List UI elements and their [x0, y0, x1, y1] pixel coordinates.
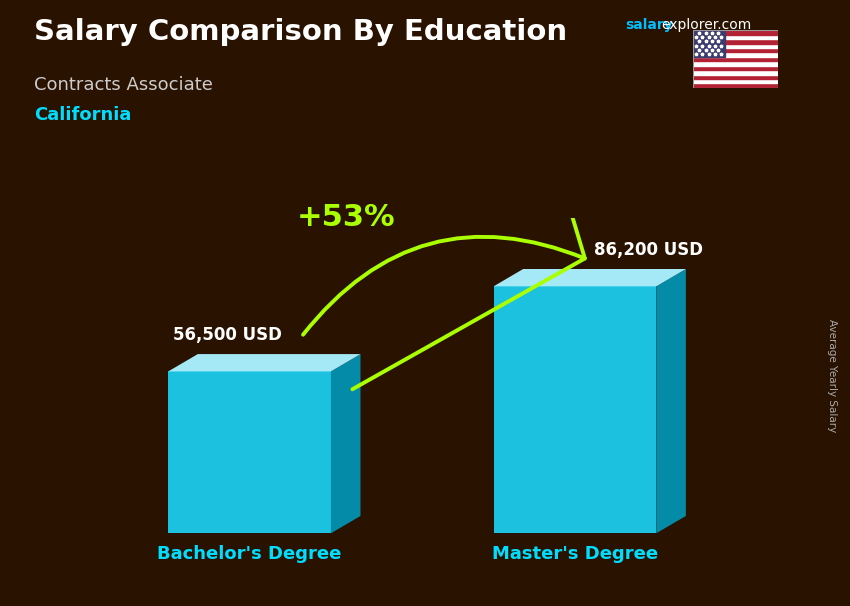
Bar	[693, 70, 778, 75]
Bar	[693, 57, 778, 61]
Text: Contracts Associate: Contracts Associate	[34, 76, 212, 94]
Bar	[693, 30, 778, 35]
Bar	[693, 44, 778, 48]
Bar	[693, 84, 778, 88]
Polygon shape	[331, 354, 360, 533]
Polygon shape	[168, 371, 331, 533]
Polygon shape	[494, 287, 656, 533]
Bar	[693, 48, 778, 53]
Text: 86,200 USD: 86,200 USD	[594, 241, 704, 259]
Bar	[693, 53, 778, 57]
Bar	[693, 65, 778, 70]
Text: explorer.com: explorer.com	[661, 18, 751, 32]
FancyArrowPatch shape	[303, 3, 585, 389]
Bar	[693, 79, 778, 84]
Text: Salary Comparison By Education: Salary Comparison By Education	[34, 18, 567, 46]
Bar	[693, 61, 778, 65]
Bar	[693, 39, 778, 44]
Polygon shape	[168, 354, 360, 371]
Text: Bachelor's Degree: Bachelor's Degree	[157, 545, 342, 564]
Bar	[693, 75, 778, 79]
Bar	[693, 35, 778, 39]
Text: Master's Degree: Master's Degree	[492, 545, 658, 564]
Text: California: California	[34, 106, 132, 124]
Text: Average Yearly Salary: Average Yearly Salary	[827, 319, 837, 432]
Text: 56,500 USD: 56,500 USD	[173, 326, 282, 344]
Text: salary: salary	[625, 18, 672, 32]
Polygon shape	[656, 269, 686, 533]
Bar	[693, 30, 725, 57]
Polygon shape	[494, 269, 686, 287]
Text: +53%: +53%	[297, 203, 395, 232]
